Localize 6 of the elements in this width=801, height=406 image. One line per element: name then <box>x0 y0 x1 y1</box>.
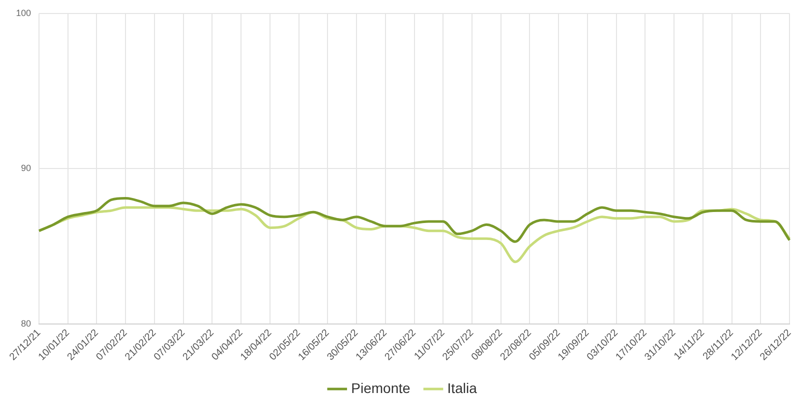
y-tick-label: 90 <box>21 163 32 174</box>
line-series <box>38 196 791 243</box>
legend-label: Piemonte <box>351 380 410 396</box>
y-tick-label: 80 <box>21 318 32 328</box>
legend-label: Italia <box>447 380 478 396</box>
y-tick-label: 100 <box>16 8 32 18</box>
